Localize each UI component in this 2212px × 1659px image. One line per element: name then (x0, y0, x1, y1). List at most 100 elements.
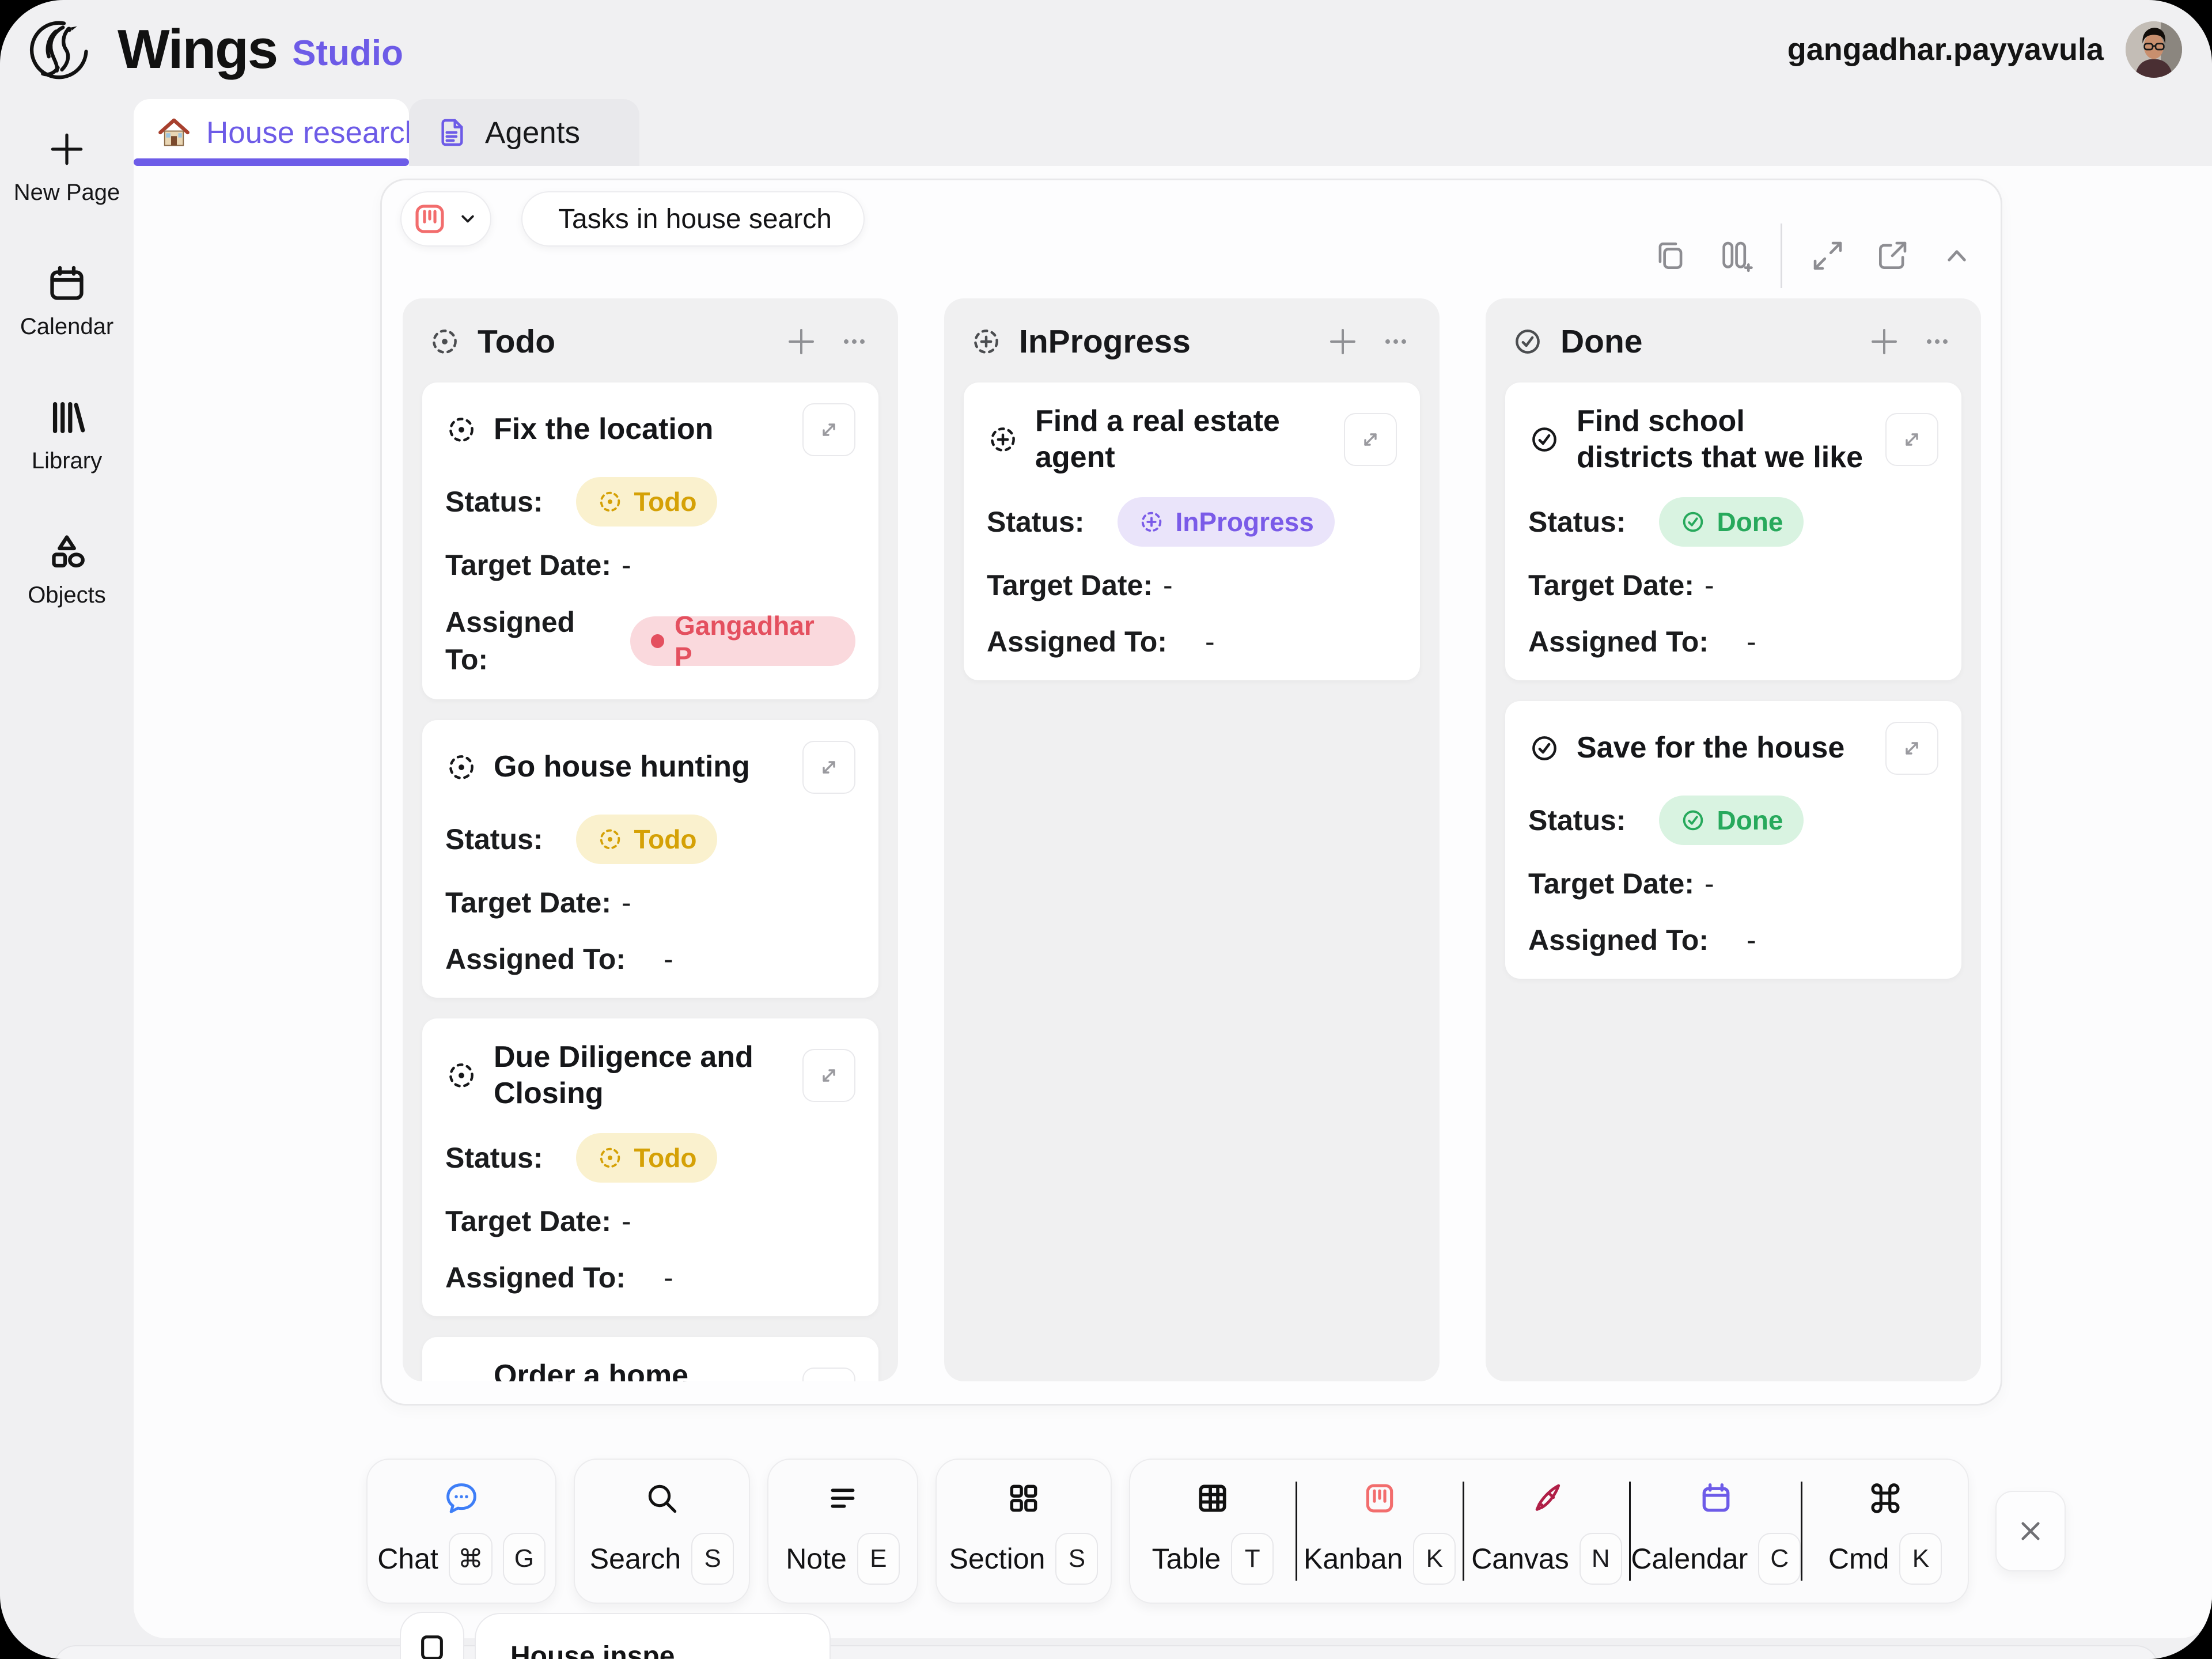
command-icon (1868, 1478, 1903, 1519)
status-text: Done (1717, 506, 1783, 537)
expand-card-button[interactable] (802, 1049, 855, 1103)
keycap: E (857, 1533, 900, 1585)
add-column-icon[interactable] (1716, 237, 1754, 275)
note-icon (825, 1478, 860, 1519)
document-icon (434, 115, 470, 150)
calendar-button[interactable]: Calendar C (1631, 1460, 1801, 1603)
expand-card-button[interactable] (802, 1368, 855, 1381)
active-tab-underline (134, 158, 409, 166)
status-label: Status: (1528, 804, 1626, 836)
status-badge[interactable]: Todo (576, 477, 718, 527)
tab-agents[interactable]: Agents (409, 99, 639, 166)
status-badge[interactable]: Done (1659, 497, 1804, 547)
card-title: Go house hunting (494, 750, 750, 784)
expand-card-button[interactable] (802, 403, 855, 456)
status-text: InProgress (1175, 506, 1314, 537)
table-button[interactable]: Table T (1130, 1460, 1296, 1603)
column-todo: Todo Fix t (403, 298, 898, 1381)
toolbar-button-label: Cmd (1828, 1543, 1889, 1575)
search-button[interactable]: Search S (574, 1459, 750, 1604)
copy-icon[interactable] (1652, 237, 1690, 275)
view-insert-group: Table T Kanban K Canvas (1129, 1459, 1969, 1604)
avatar[interactable] (2126, 21, 2182, 78)
target-date-label: Target Date: (445, 887, 612, 919)
done-status-icon (1511, 325, 1544, 358)
search-icon (643, 1478, 680, 1519)
close-icon (2014, 1514, 2047, 1548)
next-page-sliver[interactable] (53, 1645, 2159, 1659)
divider (1295, 1482, 1297, 1581)
section-icon (1006, 1478, 1041, 1519)
assigned-to-value: - (1205, 625, 1215, 658)
done-status-icon (1680, 807, 1706, 834)
tab-label: House research (206, 115, 422, 150)
phoenix-logo-icon (28, 17, 92, 82)
todo-status-icon (445, 751, 478, 783)
status-badge[interactable]: Todo (576, 815, 718, 864)
expand-card-button[interactable] (1885, 413, 1938, 467)
sidebar-item-library[interactable]: Library (32, 395, 102, 474)
keycap: G (502, 1533, 546, 1585)
card-title: Save for the house (1577, 731, 1845, 765)
note-button[interactable]: Note E (767, 1459, 918, 1604)
inprogress-status-icon (969, 325, 1003, 358)
chat-button[interactable]: Chat ⌘ G (366, 1459, 556, 1604)
close-toolbar-button[interactable] (1995, 1491, 2066, 1571)
next-page-title-pill[interactable]: House inspe (475, 1613, 831, 1659)
status-badge[interactable]: Done (1659, 795, 1804, 845)
assigned-to-value: - (1746, 625, 1756, 658)
expand-card-button[interactable] (1885, 721, 1938, 775)
status-badge[interactable]: InProgress (1118, 497, 1335, 547)
add-card-icon[interactable] (783, 323, 820, 360)
done-status-icon (1680, 509, 1706, 535)
kanban-card[interactable]: Find a real estate agent Status: InProgr… (964, 382, 1420, 680)
sidebar-item-label: Objects (28, 582, 106, 608)
library-icon (44, 395, 89, 440)
collapse-chevron-icon[interactable] (1938, 237, 1976, 275)
divider (1801, 1482, 1803, 1581)
kanban-icon (1362, 1478, 1397, 1519)
kanban-card[interactable]: Order a home appraisal Status: Todo (422, 1336, 878, 1381)
expand-card-button[interactable] (1344, 413, 1397, 467)
add-card-icon[interactable] (1866, 323, 1903, 360)
kanban-card[interactable]: Find school districts that we like Statu… (1505, 382, 1961, 680)
kanban-columns: Todo Fix t (403, 298, 1981, 1381)
kanban-card[interactable]: Due Diligence and Closing Status: Todo (422, 1018, 878, 1316)
kanban-card[interactable]: Fix the location Status: Todo (422, 382, 878, 699)
assigned-to-label: Assigned To: (1528, 625, 1709, 658)
assigned-to-label: Assigned To: (1528, 923, 1709, 956)
tab-house-research[interactable]: House research (134, 99, 422, 166)
add-card-icon[interactable] (1324, 323, 1361, 360)
section-button[interactable]: Section S (935, 1459, 1112, 1604)
toolbar-button-label: Section (949, 1543, 1046, 1575)
house-icon (157, 115, 191, 150)
column-menu-icon[interactable] (1377, 323, 1414, 360)
board-title-field[interactable]: Tasks in house search (521, 191, 865, 247)
kanban-card[interactable]: Go house hunting Status: Todo (422, 720, 878, 998)
sidebar-item-calendar[interactable]: Calendar (20, 261, 113, 340)
canvas-button[interactable]: Canvas N (1464, 1460, 1630, 1603)
calendar-icon (44, 261, 89, 306)
toolbar-button-label: Search (589, 1543, 681, 1575)
sidebar-item-new-page[interactable]: New Page (14, 127, 120, 206)
column-menu-icon[interactable] (1919, 323, 1956, 360)
sidebar-item-objects[interactable]: Objects (28, 529, 106, 608)
next-page-type-button[interactable] (400, 1612, 464, 1659)
open-external-icon[interactable] (1873, 237, 1911, 275)
assigned-to-label: Assigned To: (987, 625, 1167, 658)
cmd-button[interactable]: Cmd K (1802, 1460, 1968, 1603)
kanban-button[interactable]: Kanban K (1297, 1460, 1463, 1603)
plus-icon (44, 127, 89, 172)
kanban-card[interactable]: Save for the house Status: Done (1505, 700, 1961, 979)
column-menu-icon[interactable] (836, 323, 873, 360)
sidebar-item-label: Calendar (20, 314, 114, 339)
status-label: Status: (987, 505, 1085, 538)
assignee-badge[interactable]: Gangadhar P (630, 611, 855, 672)
expand-card-button[interactable] (802, 741, 855, 794)
todo-status-icon (445, 1059, 478, 1092)
view-type-selector[interactable] (400, 191, 491, 247)
assigned-to-label: Assigned To: (445, 1261, 626, 1294)
status-label: Status: (1528, 505, 1626, 538)
status-badge[interactable]: Todo (576, 1132, 718, 1183)
expand-panel-icon[interactable] (1809, 237, 1847, 275)
